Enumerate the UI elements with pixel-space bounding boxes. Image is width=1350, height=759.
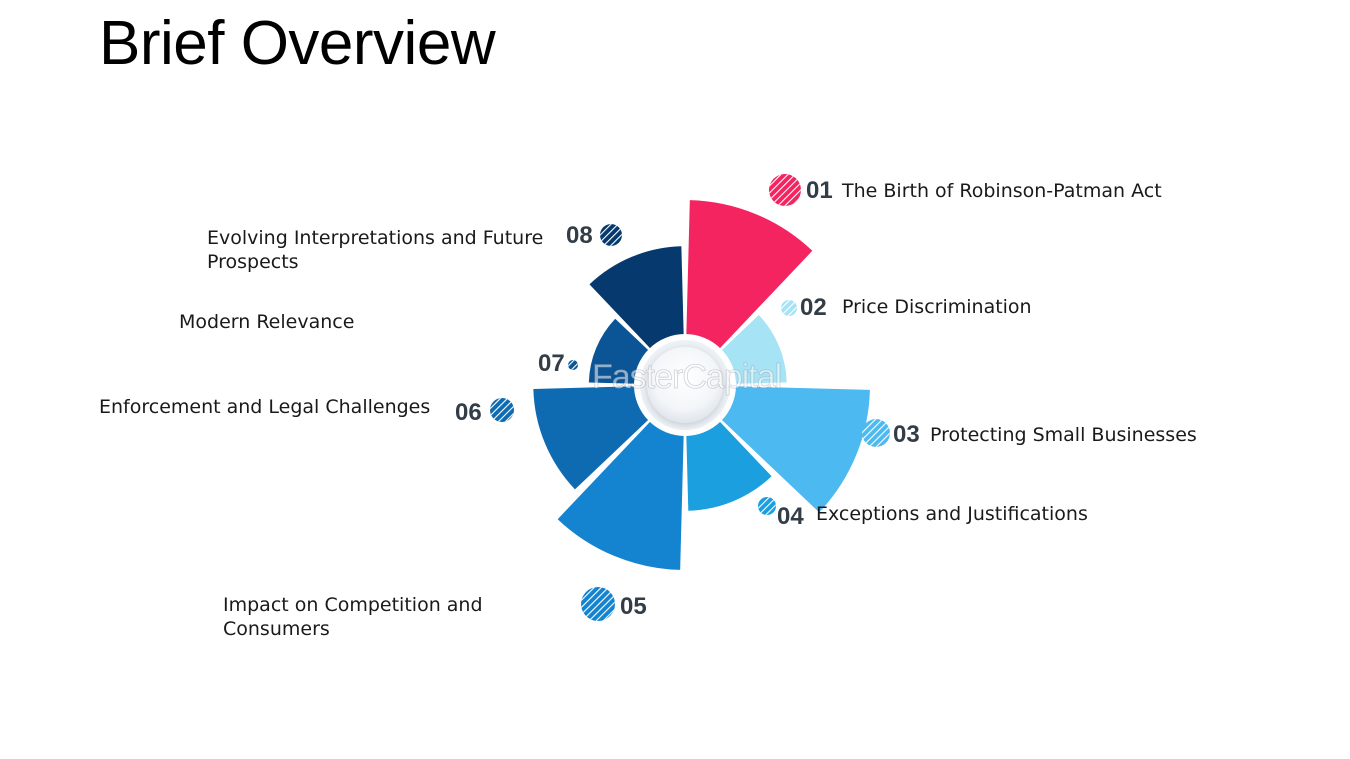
item-02-label: Price Discrimination [842, 296, 1032, 318]
item-03-label: Protecting Small Businesses [930, 424, 1197, 446]
item-04-number: 04 [777, 503, 804, 530]
marker-dot-06 [490, 398, 514, 422]
sector-08 [589, 246, 684, 349]
item-05-label: Impact on Competition and Consumers [223, 594, 483, 640]
marker-dot-03 [862, 419, 890, 447]
marker-dot-05 [581, 587, 615, 621]
slide-title: Brief Overview [99, 9, 496, 78]
marker-dots-group [490, 174, 890, 621]
sector-02 [721, 314, 787, 384]
item-07-number: 07 [538, 350, 565, 377]
watermark: FasterCapital [592, 358, 783, 397]
sector-07 [588, 318, 649, 384]
sector-06 [533, 386, 649, 490]
item-05-number: 05 [620, 593, 647, 620]
marker-dot-07 [568, 360, 578, 370]
item-06-number: 06 [455, 399, 482, 426]
sectors-group [533, 200, 870, 570]
sector-03 [721, 386, 870, 513]
item-01-label: The Birth of Robinson-Patman Act [842, 180, 1162, 202]
sector-04 [686, 421, 772, 511]
item-02-number: 02 [800, 294, 827, 321]
item-04-label: Exceptions and Justifications [816, 503, 1088, 525]
item-08-number: 08 [566, 222, 593, 249]
hub-center [647, 347, 723, 423]
marker-dot-02 [781, 300, 797, 316]
item-08-label: Evolving Interpretations and Future Pros… [207, 227, 544, 273]
marker-dot-01 [769, 174, 801, 206]
item-03-number: 03 [893, 421, 920, 448]
sector-01 [686, 200, 813, 349]
sector-05 [557, 421, 684, 570]
marker-dot-08 [600, 224, 622, 246]
item-07-label: Modern Relevance [179, 311, 355, 333]
item-06-label: Enforcement and Legal Challenges [99, 396, 431, 418]
marker-dot-04 [758, 497, 776, 515]
item-01-number: 01 [806, 177, 833, 204]
